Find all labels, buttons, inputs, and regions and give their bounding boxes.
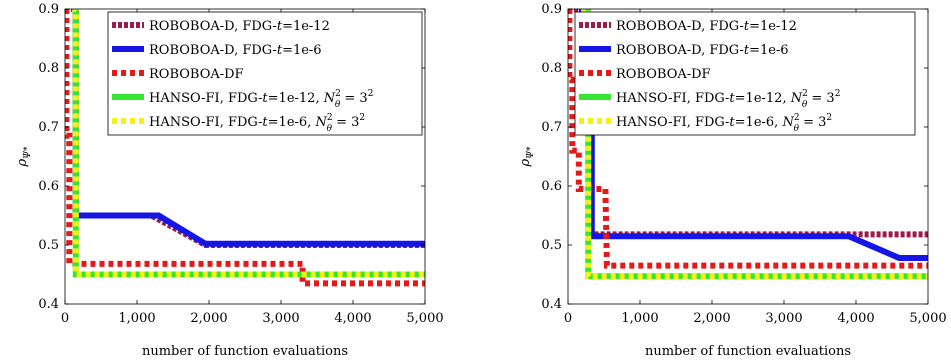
series-line-5 [581, 9, 928, 280]
y-tick-label: 0.7 [38, 120, 59, 135]
y-axis-label: ρΨ* [518, 146, 536, 168]
series-line-3 [65, 9, 425, 287]
chart-panel-1: 0 1,000 2,000 3,000 4,000 5,000 0.4 0.5 0.6 0.7 0.… [15, 2, 444, 359]
legend-label-1: ROBOBOA-D, FDG-t=1e-12 [616, 19, 797, 34]
y-tick-label: 0.4 [541, 297, 562, 312]
x-tick-label: 4,000 [334, 311, 371, 326]
legend-label-1: ROBOBOA-D, FDG-t=1e-12 [149, 19, 330, 34]
y-tick-label: 0.8 [541, 61, 562, 76]
legend-label-4: HANSO-FI, FDG-t=1e-12, N2 θ = 32 [616, 89, 840, 110]
y-axis-label: ρΨ* [15, 146, 33, 168]
legend-label-3: ROBOBOA-DF [616, 67, 711, 82]
chart-panel-2: 0 1,000 2,000 3,000 4,000 5,000 0.4 0.5 0.6 0.7 0.… [518, 2, 947, 359]
series-group [65, 9, 425, 287]
series-line-2 [72, 9, 425, 247]
x-tick-label: 3,000 [262, 311, 299, 326]
y-tick-label: 0.5 [38, 238, 59, 253]
x-tick-label: 5,000 [909, 311, 946, 326]
legend: ROBOBOA-D, FDG-t=1e-12 ROBOBOA-D, FDG-t=1… [574, 11, 916, 136]
legend-label-5: HANSO-FI, FDG-t=1e-6, N2 θ = 32 [149, 113, 365, 134]
series-line-5 [72, 9, 425, 278]
y-tick-label: 0.8 [38, 61, 59, 76]
x-tick-label: 0 [564, 311, 572, 326]
x-tick-label: 5,000 [406, 311, 443, 326]
x-tick-label: 1,000 [118, 311, 155, 326]
legend-label-2: ROBOBOA-D, FDG-t=1e-6 [149, 43, 322, 58]
x-axis-label: number of function evaluations [645, 344, 851, 359]
y-tick-label: 0.9 [541, 2, 562, 17]
legend-box [107, 11, 423, 136]
legend-label-4: HANSO-FI, FDG-t=1e-12, N2 θ = 32 [149, 89, 373, 110]
legend-label-2: ROBOBOA-D, FDG-t=1e-6 [616, 43, 789, 58]
y-tick-label: 0.6 [541, 179, 562, 194]
y-tick-label: 0.7 [541, 120, 562, 135]
legend: ROBOBOA-D, FDG-t=1e-12 ROBOBOA-D, FDG-t=1… [107, 11, 423, 136]
x-tick-label: 2,000 [693, 311, 730, 326]
y-tick-label: 0.4 [38, 297, 59, 312]
legend-label-3: ROBOBOA-DF [149, 67, 244, 82]
x-tick-label: 2,000 [190, 311, 227, 326]
plot-frame [567, 8, 929, 305]
x-tick-label: 1,000 [621, 311, 658, 326]
y-tick-label: 0.9 [38, 2, 59, 17]
y-tick-label: 0.6 [38, 179, 59, 194]
legend-box [574, 11, 916, 136]
x-tick-label: 4,000 [837, 311, 874, 326]
x-tick-label: 0 [61, 311, 69, 326]
y-tick-label: 0.5 [541, 238, 562, 253]
plot-frame [64, 8, 426, 305]
series-line-3 [568, 9, 928, 269]
x-axis-label: number of function evaluations [142, 344, 348, 359]
x-tick-label: 3,000 [765, 311, 802, 326]
legend-label-5: HANSO-FI, FDG-t=1e-6, N2 θ = 32 [616, 113, 832, 134]
